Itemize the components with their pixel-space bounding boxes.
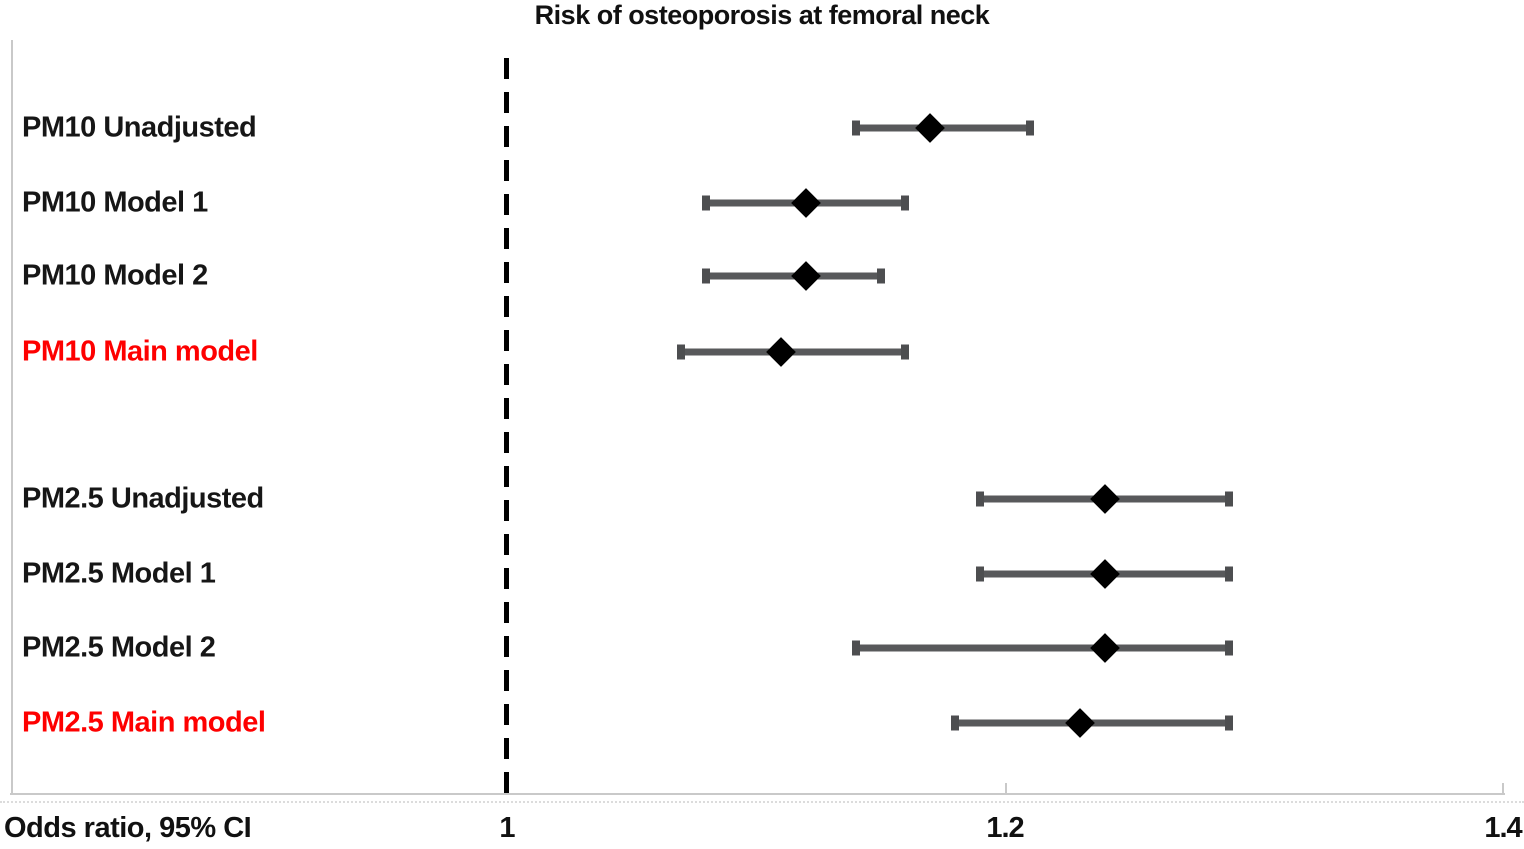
point-marker-diamond [1089,633,1120,663]
ci-cap-left [702,268,711,284]
ci-cap-right [1225,566,1234,582]
ci-cap-right [1025,120,1034,136]
chart-title: Risk of osteoporosis at femoral neck [534,0,990,30]
row-label: PM2.5 Main model [22,706,266,739]
plot-frame-left-border [11,40,13,794]
point-marker-diamond [1089,559,1120,589]
x-axis-caption: Odds ratio, 95% CI [4,812,252,844]
ci-cap-left [702,195,711,211]
point-marker-diamond [915,113,946,143]
point-marker-diamond [790,188,821,218]
x-axis-uptick [1502,783,1504,793]
row-label: PM10 Unadjusted [22,111,257,144]
row-label: PM10 Model 1 [22,186,208,219]
row-label: PM2.5 Model 1 [22,557,216,590]
row-label: PM2.5 Unadjusted [22,482,264,515]
ci-cap-left [976,491,985,507]
x-tick-label-1.4: 1.4 [1484,812,1522,844]
ci-cap-left [677,344,686,360]
ci-cap-right [1225,491,1234,507]
x-axis-uptick [1005,783,1007,793]
x-tick-label-1.2: 1.2 [986,812,1024,844]
ci-cap-right [1225,640,1234,656]
x-tick-label-1: 1 [499,812,515,844]
ci-cap-left [851,640,860,656]
ci-cap-right [901,344,910,360]
ci-cap-right [876,268,885,284]
row-label: PM2.5 Model 2 [22,631,216,664]
x-axis-line [10,793,1505,795]
ci-cap-right [1225,715,1234,731]
ci-cap-left [976,566,985,582]
ci-cap-left [851,120,860,136]
reference-line-or-1 [504,58,509,800]
ci-bar [855,644,1230,652]
row-label: PM10 Model 2 [22,259,208,292]
point-marker-diamond [1089,484,1120,514]
row-label: PM10 Main model [22,335,258,368]
point-marker-diamond [766,337,796,367]
x-axis-dotted-underline [0,801,1524,803]
ci-cap-right [901,195,910,211]
point-marker-diamond [1064,708,1095,738]
ci-cap-left [951,715,960,731]
point-marker-diamond [790,261,821,291]
